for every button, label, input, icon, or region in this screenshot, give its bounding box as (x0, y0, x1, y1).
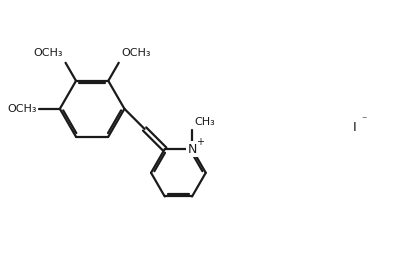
Text: N: N (187, 143, 197, 156)
Text: ⁻: ⁻ (361, 115, 367, 125)
Text: CH₃: CH₃ (194, 117, 215, 127)
Text: OCH₃: OCH₃ (8, 104, 37, 114)
Text: I: I (352, 121, 356, 134)
Text: +: + (196, 137, 205, 147)
Text: OCH₃: OCH₃ (33, 48, 62, 58)
Text: OCH₃: OCH₃ (122, 48, 151, 58)
